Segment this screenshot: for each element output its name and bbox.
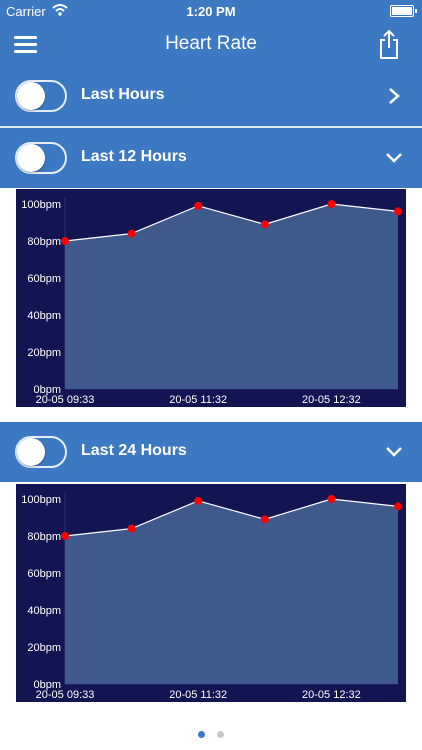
y-tick-label: 40bpm [27,310,61,322]
y-tick-label: 20bpm [27,642,61,654]
x-tick-label: 20-05 09:33 [36,394,95,406]
page-title: Heart Rate [165,33,257,54]
heart-rate-chart-24h: 0bpm 20bpm 40bpm 60bpm 80bpm 100bpm 20-05 09:3… [16,484,406,702]
last-12-hours-toggle[interactable] [15,142,67,174]
data-point [260,220,269,229]
nav-bar: Heart Rate [0,22,422,66]
x-tick-label: 20-05 12:32 [302,689,361,701]
x-tick-label: 20-05 11:32 [169,394,227,406]
page-dot[interactable] [217,731,225,738]
data-point [127,229,136,238]
page-control[interactable] [0,725,422,743]
status-bar: Carrier 1:20 PM [0,0,422,22]
series-line [64,203,399,242]
x-tick-label: 20-05 09:33 [36,689,95,701]
divider [0,126,422,128]
section-label: Last Hours [81,86,165,103]
section-last-hours[interactable]: Last Hours [0,66,422,126]
data-point [194,201,203,210]
chevron-down-icon[interactable] [386,442,402,462]
page-dot-active[interactable] [197,731,205,738]
chart-svg: 0bpm 20bpm 40bpm 60bpm 80bpm 100bpm 20-05 09:3… [21,493,402,701]
chevron-right-icon[interactable] [386,86,402,106]
last-hours-toggle[interactable] [15,80,67,112]
data-point [61,532,69,540]
section-label: Last 24 Hours [81,442,187,459]
section-last-24-hours[interactable]: Last 24 Hours [0,422,422,482]
heart-rate-chart-12h: 0bpm 20bpm 40bpm 60bpm 80bpm 100bpm 20-05 09:3… [16,189,406,407]
y-tick-label: 80bpm [27,236,61,248]
area-fill [65,499,398,684]
data-point [327,495,336,503]
data-point [327,200,336,208]
y-tick-label: 0bpm [33,679,61,691]
y-tick-label: 60bpm [27,568,61,580]
y-tick-label: 20bpm [27,347,61,359]
data-point [394,207,402,216]
x-tick-label: 20-05 12:32 [302,394,361,406]
last-24-hours-toggle[interactable] [15,436,67,468]
section-label: Last 12 Hours [81,148,187,165]
y-tick-label: 60bpm [27,273,61,285]
carrier-label: Carrier [6,4,46,19]
y-tick-label: 80bpm [27,531,61,543]
hamburger-menu-icon[interactable] [14,34,37,54]
chevron-down-icon[interactable] [386,148,402,168]
x-tick-label: 20-05 11:32 [169,689,227,701]
clock-time: 1:20 PM [186,4,236,19]
y-tick-label: 100bpm [21,199,61,211]
data-point [61,237,69,245]
area-fill [65,204,398,389]
y-tick-label: 100bpm [21,494,61,506]
wifi-icon [52,4,68,16]
section-last-12-hours[interactable]: Last 12 Hours [0,128,422,188]
data-point [260,515,269,524]
y-tick-label: 0bpm [33,384,61,396]
battery-icon [390,5,417,17]
data-point [194,496,203,505]
series-line [64,498,399,537]
share-icon[interactable] [376,28,402,60]
y-tick-label: 40bpm [27,605,61,617]
chart-svg: 0bpm 20bpm 40bpm 60bpm 80bpm 100bpm 20-05 09:3… [21,198,402,406]
data-point [127,524,136,533]
data-point [394,502,402,511]
